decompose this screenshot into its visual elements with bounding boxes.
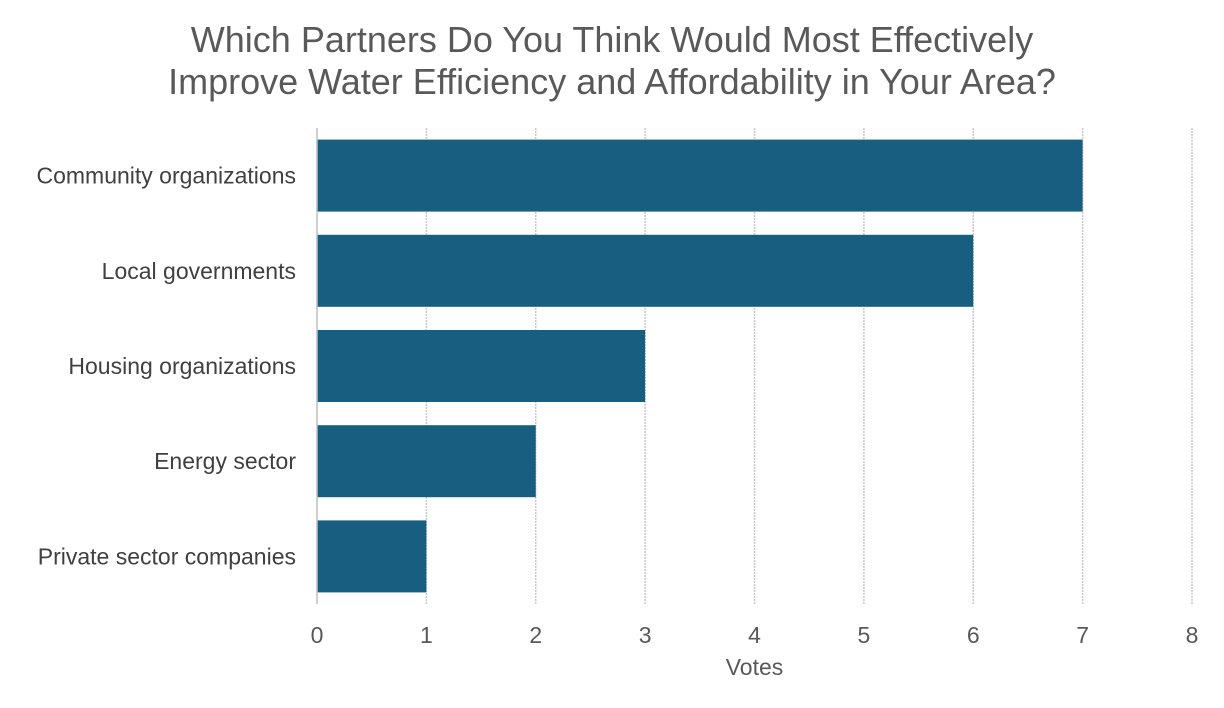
x-tick-label: 5 <box>857 622 870 648</box>
x-axis-title: Votes <box>726 654 784 680</box>
x-tick-label: 2 <box>529 622 542 648</box>
x-tick-labels: 0 1 2 3 4 5 6 7 8 <box>311 622 1199 648</box>
category-label: Energy sector <box>154 448 296 474</box>
bar <box>317 330 646 402</box>
bar <box>317 425 536 498</box>
x-tick-label: 7 <box>1076 622 1089 648</box>
x-tick-label: 0 <box>311 622 324 648</box>
bar <box>317 520 427 593</box>
category-label: Housing organizations <box>68 353 296 379</box>
category-labels: Community organizations Local governments… <box>36 163 296 570</box>
chart-title-line-2: Improve Water Efficiency and Affordabili… <box>168 61 1056 102</box>
x-tick-label: 3 <box>639 622 652 648</box>
category-label: Community organizations <box>36 163 296 189</box>
x-tick-label: 8 <box>1186 622 1199 648</box>
bar <box>317 139 1083 212</box>
category-label: Private sector companies <box>38 543 296 569</box>
bars <box>317 139 1083 593</box>
x-tick-label: 4 <box>748 622 761 648</box>
x-tick-label: 6 <box>967 622 980 648</box>
category-label: Local governments <box>102 258 296 284</box>
chart-title: Which Partners Do You Think Would Most E… <box>168 19 1056 102</box>
bar <box>317 234 974 307</box>
chart-title-line-1: Which Partners Do You Think Would Most E… <box>191 19 1033 60</box>
x-tick-label: 1 <box>420 622 433 648</box>
